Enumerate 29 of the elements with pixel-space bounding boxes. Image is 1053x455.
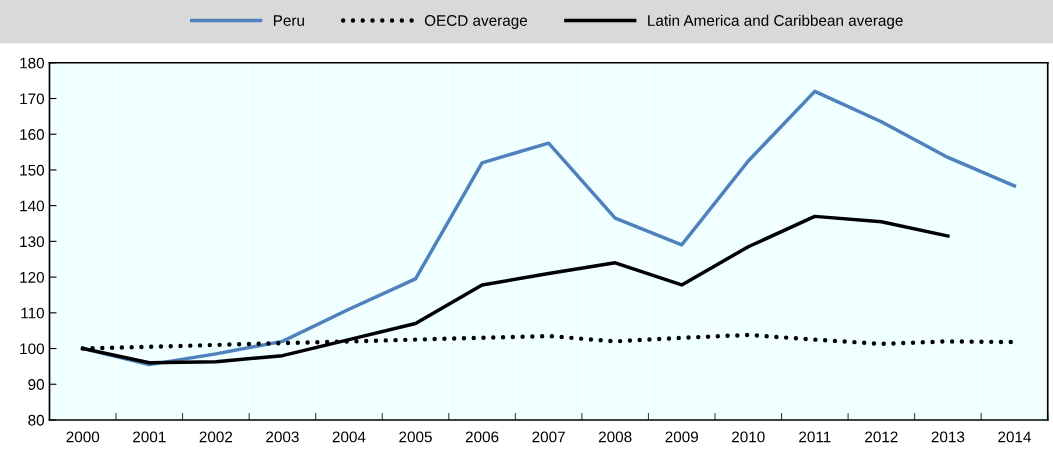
x-tick-label: 2008: [598, 431, 632, 443]
x-tick-label: 2001: [133, 431, 166, 443]
x-tick-label: 2000: [66, 431, 100, 443]
y-tick-label: 160: [20, 129, 45, 140]
y-tick-label: 150: [20, 164, 45, 176]
x-tick-label: 2006: [465, 431, 499, 443]
x-tick-label: 2011: [799, 431, 831, 443]
y-tick-label: 100: [20, 343, 45, 355]
x-tick-label: 2014: [998, 431, 1032, 443]
y-tick-label: 130: [20, 236, 45, 248]
legend-label: Latin America and Caribbean average: [648, 14, 903, 29]
x-tick-label: 2012: [865, 431, 898, 443]
y-tick-label: 110: [21, 307, 45, 319]
y-tick-label: 90: [28, 379, 45, 390]
x-tick-label: 2013: [931, 431, 965, 443]
x-tick-label: 2003: [266, 431, 299, 443]
x-tick-label: 2009: [665, 431, 698, 443]
legend-label: OECD average: [424, 15, 528, 29]
x-tick-label: 2004: [332, 431, 366, 443]
x-tick-label: 2007: [532, 431, 565, 443]
y-tick-label: 170: [20, 93, 45, 105]
y-tick-label: 120: [20, 271, 45, 283]
legend-label: Peru: [273, 15, 304, 26]
y-tick-label: 180: [20, 57, 45, 69]
x-tick-label: 2002: [199, 431, 233, 443]
y-tick-label: 80: [28, 414, 45, 426]
x-tick-label: 2010: [732, 431, 765, 443]
y-tick-label: 140: [20, 200, 45, 212]
x-tick-label: 2005: [399, 431, 432, 443]
